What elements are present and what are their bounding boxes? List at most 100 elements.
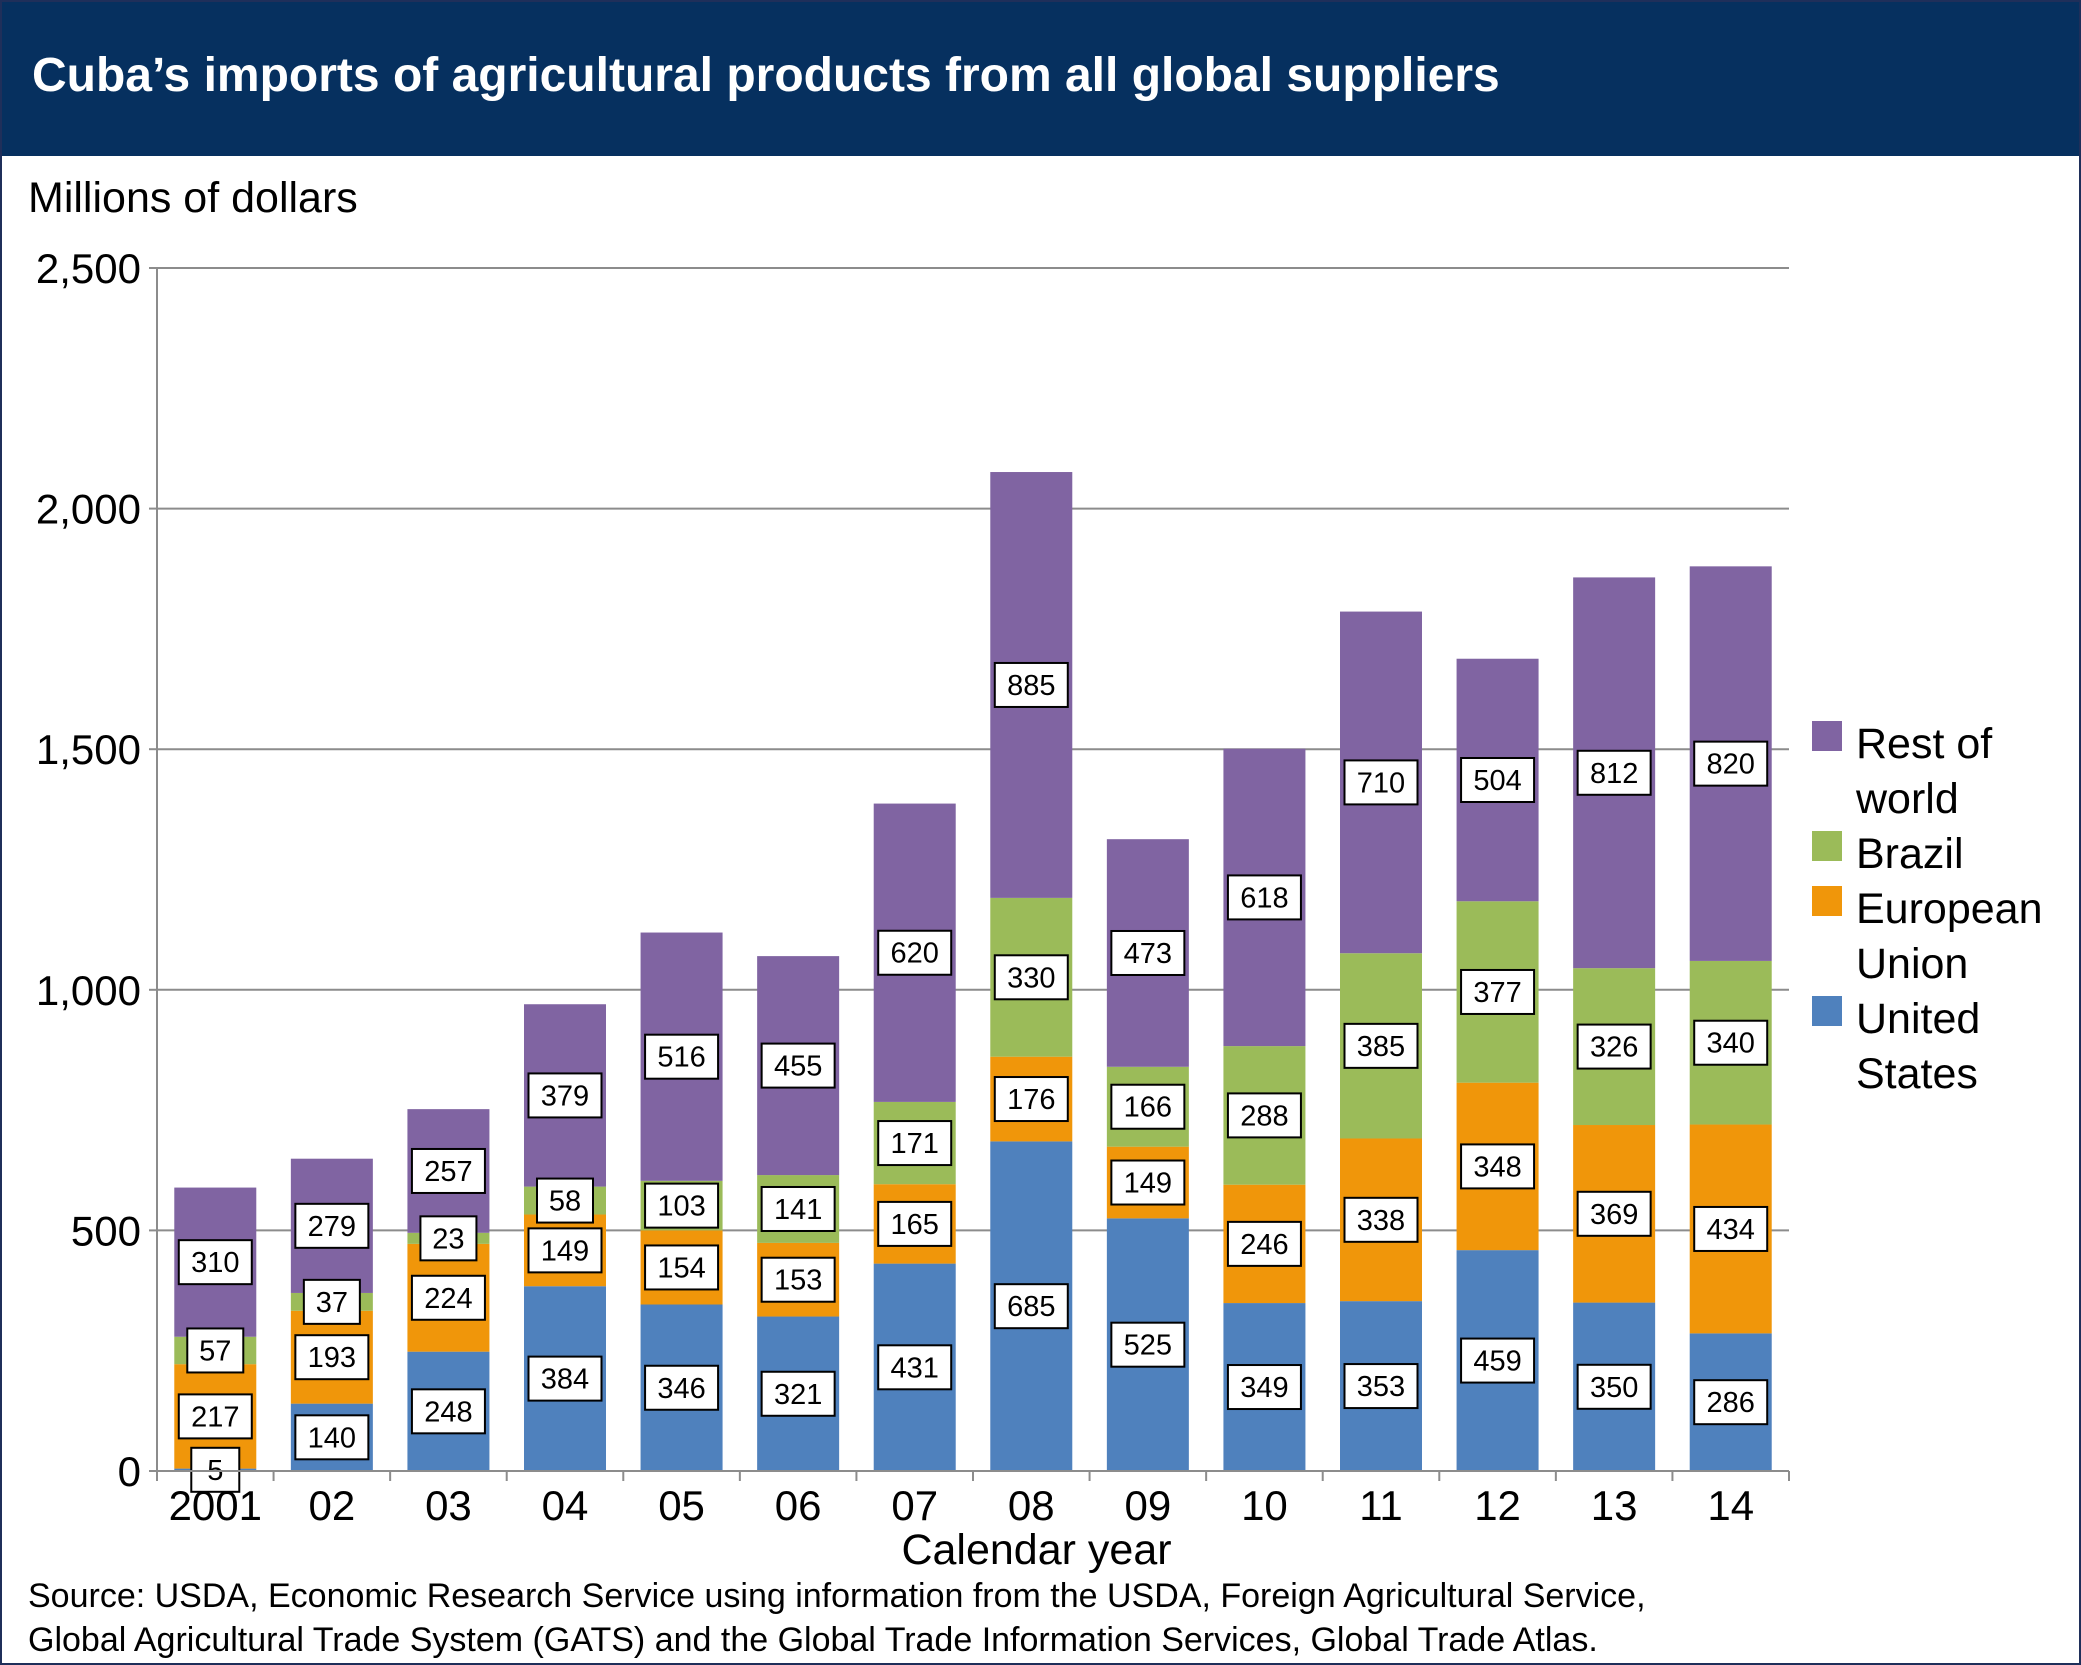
legend-label: Union: [1856, 940, 1968, 988]
data-labels: 5217573101401933727924822423257384149583…: [177, 661, 1769, 1493]
data-label-box: [527, 1072, 603, 1119]
data-label-box: [1460, 1143, 1536, 1190]
data-label: 288: [1240, 1100, 1288, 1132]
data-label-box: [760, 1370, 836, 1417]
data-label: 141: [774, 1194, 822, 1226]
data-label: 473: [1124, 938, 1172, 970]
legend: Rest of world Brazil European Union United Sta…: [1812, 720, 2043, 1098]
data-label: 353: [1357, 1371, 1405, 1403]
y-tick-label: 2,500: [36, 245, 141, 292]
x-tick-label: 10: [1241, 1482, 1288, 1529]
data-label: 286: [1707, 1387, 1755, 1419]
x-tick-label: 2001: [169, 1482, 262, 1529]
x-tick-label: 05: [658, 1482, 705, 1529]
data-label: 310: [191, 1247, 239, 1279]
data-label: 321: [774, 1379, 822, 1411]
legend-swatch: [1812, 996, 1842, 1026]
data-label: 171: [891, 1128, 939, 1160]
data-label: 385: [1357, 1031, 1405, 1063]
data-label: 346: [657, 1373, 705, 1405]
data-label-box: [527, 1355, 603, 1402]
data-label-box: [1110, 1159, 1186, 1206]
data-label: 525: [1124, 1330, 1172, 1362]
x-tick-label: 02: [308, 1482, 355, 1529]
data-label: 340: [1707, 1028, 1755, 1060]
data-label: 149: [541, 1235, 589, 1267]
data-label-box: [527, 1227, 603, 1274]
data-label-box: [1226, 1364, 1302, 1411]
data-label: 58: [549, 1186, 581, 1218]
data-label-box: [1693, 740, 1769, 787]
data-label-box: [1693, 1019, 1769, 1066]
source-line-2: Global Agricultural Trade System (GATS) …: [28, 1621, 1598, 1659]
data-label: 330: [1007, 962, 1055, 994]
data-label: 57: [199, 1335, 231, 1367]
legend-label: Rest of: [1856, 720, 1993, 768]
data-label-box: [993, 1076, 1069, 1123]
data-label-box: [1693, 1379, 1769, 1426]
legend-swatch: [1812, 721, 1842, 751]
x-axis-label-wrap: Calendar year: [2, 1526, 2079, 1575]
data-label: 140: [308, 1422, 356, 1454]
data-label-box: [1226, 1092, 1302, 1139]
data-label: 349: [1240, 1372, 1288, 1404]
data-label-box: [1576, 1023, 1652, 1070]
data-label-box: [410, 1147, 486, 1194]
data-label: 248: [424, 1396, 472, 1428]
data-label-box: [644, 1364, 720, 1411]
data-label: 37: [316, 1287, 348, 1319]
data-label-box: [760, 1185, 836, 1232]
data-label: 379: [541, 1080, 589, 1112]
legend-label: United: [1856, 995, 1980, 1043]
data-label-box: [1110, 1321, 1186, 1368]
data-label-box: [1110, 1083, 1186, 1130]
data-label-box: [993, 661, 1069, 708]
data-label-box: [1576, 1363, 1652, 1410]
data-label: 504: [1473, 765, 1521, 797]
x-tick-label: 04: [542, 1482, 589, 1529]
data-label-box: [760, 1256, 836, 1303]
data-label: 23: [432, 1223, 464, 1255]
data-label: 149: [1124, 1168, 1172, 1200]
data-label: 434: [1707, 1214, 1755, 1246]
data-label-box: [294, 1414, 370, 1461]
data-label-box: [1226, 874, 1302, 921]
x-tick-label: 14: [1707, 1482, 1754, 1529]
data-label-box: [302, 1278, 361, 1325]
y-tick-label: 1,000: [36, 967, 141, 1014]
x-tick-label: 12: [1474, 1482, 1521, 1529]
x-axis-label: Calendar year: [901, 1526, 1172, 1574]
data-label-box: [1460, 756, 1536, 803]
data-label: 193: [308, 1342, 356, 1374]
legend-swatch: [1812, 831, 1842, 861]
data-label: 176: [1007, 1084, 1055, 1116]
data-label-box: [877, 1200, 953, 1247]
data-label: 166: [1124, 1092, 1172, 1124]
data-label: 431: [891, 1352, 939, 1384]
data-label: 710: [1357, 767, 1405, 799]
data-label-box: [644, 1182, 720, 1229]
data-label-box: [294, 1202, 370, 1249]
data-label: 348: [1473, 1151, 1521, 1183]
x-tick-label: 11: [1359, 1482, 1403, 1529]
legend-label: world: [1855, 775, 1959, 823]
data-label: 326: [1590, 1032, 1638, 1064]
data-label-box: [177, 1239, 253, 1286]
data-label-box: [644, 1033, 720, 1080]
title-bar: Cuba’s imports of agricultural products …: [2, 2, 2079, 156]
data-label-box: [190, 1446, 241, 1493]
gridlines: [157, 267, 1789, 1232]
data-label: 165: [891, 1209, 939, 1241]
data-label-box: [993, 954, 1069, 1001]
data-label-box: [877, 1344, 953, 1391]
data-label: 224: [424, 1283, 472, 1315]
y-tick-label: 1,500: [36, 726, 141, 773]
data-label-box: [760, 1042, 836, 1089]
data-label-box: [186, 1327, 245, 1374]
data-label: 620: [891, 938, 939, 970]
data-label: 384: [541, 1364, 589, 1396]
source-note: Source: USDA, Economic Research Service …: [28, 1574, 1646, 1662]
data-label-box: [410, 1274, 486, 1321]
data-label-box: [1460, 968, 1536, 1015]
data-label-box: [1343, 1196, 1419, 1243]
